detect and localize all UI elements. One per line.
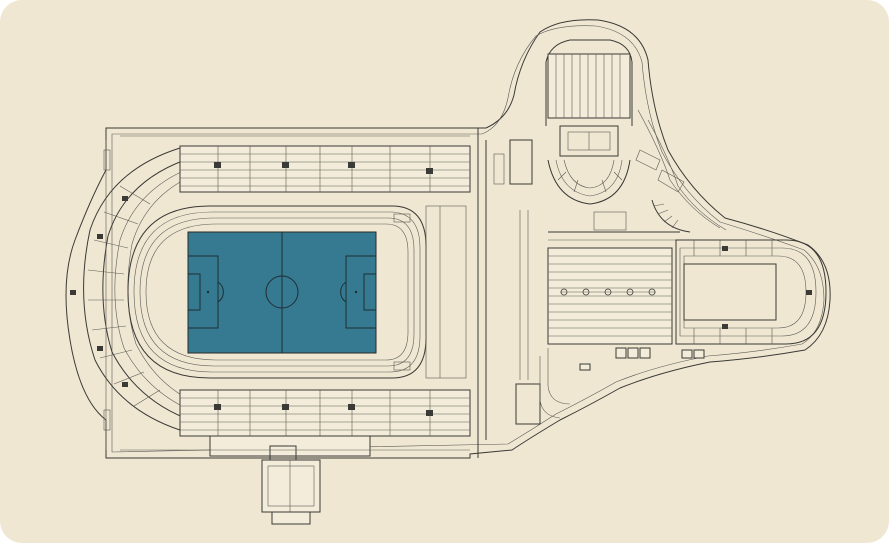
west-stand-outer <box>83 147 181 431</box>
small-seating-arc <box>651 199 691 233</box>
amphitheatre <box>547 159 631 205</box>
east-arena-floor <box>683 263 777 321</box>
central-concourse <box>477 128 541 458</box>
north-stand <box>179 145 471 193</box>
tennis-court <box>559 125 619 157</box>
site-boundary <box>65 19 831 459</box>
south-entrance <box>261 445 321 525</box>
service-blocks <box>579 347 705 371</box>
running-track-outer <box>127 205 427 379</box>
east-oval-arena <box>675 239 827 345</box>
